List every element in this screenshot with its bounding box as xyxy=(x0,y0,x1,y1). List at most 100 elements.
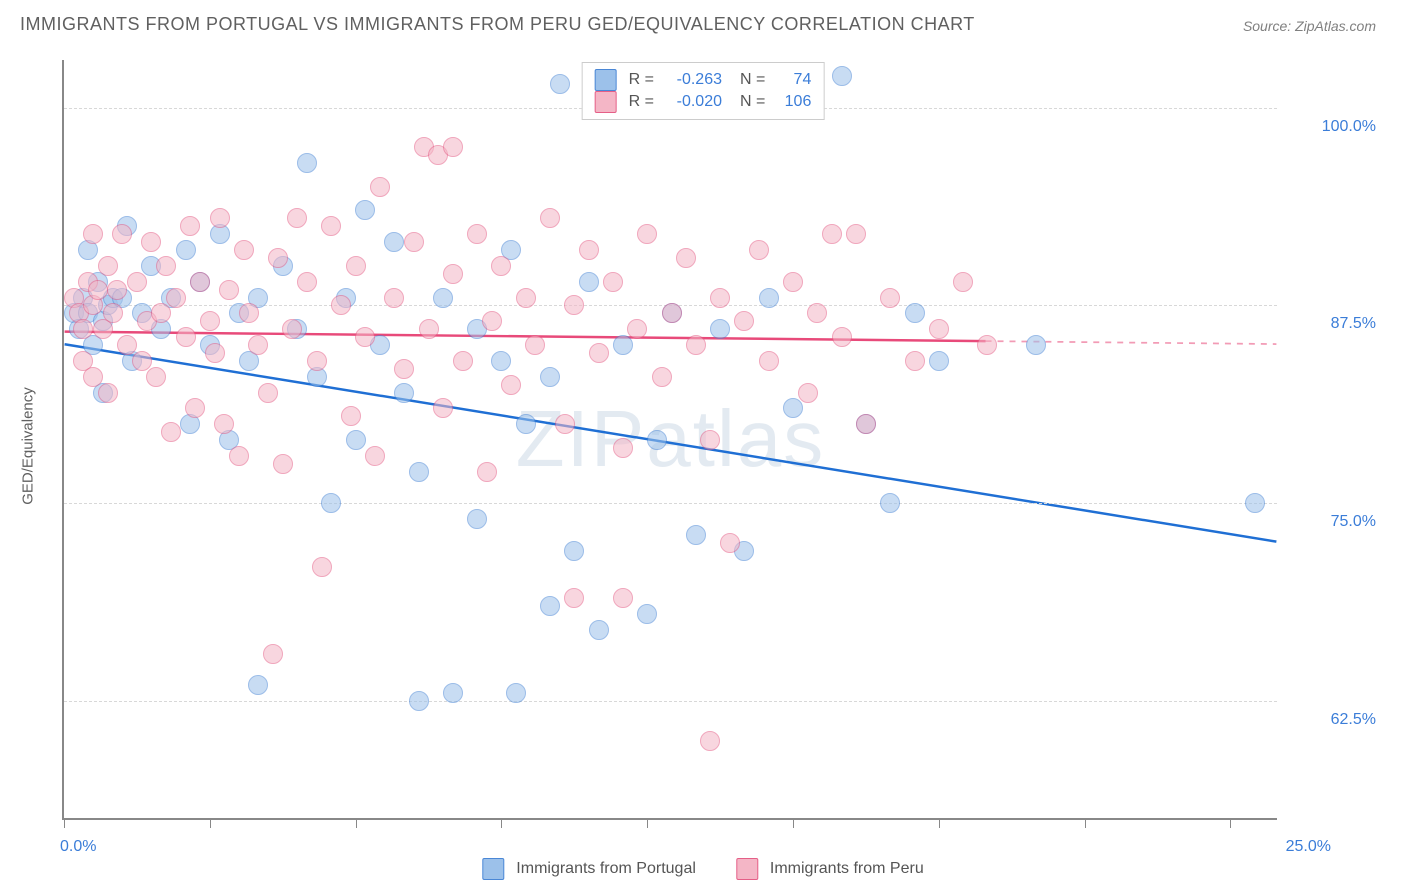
scatter-point-portugal xyxy=(409,462,429,482)
scatter-point-peru xyxy=(394,359,414,379)
scatter-point-peru xyxy=(146,367,166,387)
x-tick-label-left: 0.0% xyxy=(60,838,96,856)
scatter-point-peru xyxy=(239,303,259,323)
source-attribution: Source: ZipAtlas.com xyxy=(1243,18,1376,34)
scatter-point-peru xyxy=(734,311,754,331)
scatter-point-peru xyxy=(103,303,123,323)
scatter-point-peru xyxy=(953,272,973,292)
scatter-point-peru xyxy=(156,256,176,276)
scatter-point-portugal xyxy=(443,683,463,703)
scatter-point-portugal xyxy=(783,398,803,418)
scatter-point-peru xyxy=(219,280,239,300)
scatter-point-peru xyxy=(905,351,925,371)
scatter-point-peru xyxy=(214,414,234,434)
scatter-point-portugal xyxy=(433,288,453,308)
watermark-text: ZIPatlas xyxy=(516,393,825,485)
scatter-point-peru xyxy=(248,335,268,355)
scatter-point-portugal xyxy=(905,303,925,323)
scatter-point-peru xyxy=(482,311,502,331)
scatter-point-portugal xyxy=(355,200,375,220)
scatter-point-peru xyxy=(180,216,200,236)
scatter-point-peru xyxy=(637,224,657,244)
x-tick-mark xyxy=(501,818,502,828)
scatter-point-peru xyxy=(613,588,633,608)
scatter-point-portugal xyxy=(248,675,268,695)
legend-label-peru: Immigrants from Peru xyxy=(770,860,924,878)
scatter-point-peru xyxy=(98,256,118,276)
scatter-point-peru xyxy=(161,422,181,442)
scatter-point-peru xyxy=(419,319,439,339)
scatter-point-peru xyxy=(287,208,307,228)
scatter-point-portugal xyxy=(384,232,404,252)
chart-title: IMMIGRANTS FROM PORTUGAL VS IMMIGRANTS F… xyxy=(20,14,975,35)
scatter-point-peru xyxy=(613,438,633,458)
scatter-point-portugal xyxy=(409,691,429,711)
scatter-point-peru xyxy=(700,430,720,450)
x-tick-mark xyxy=(64,818,65,828)
scatter-point-peru xyxy=(268,248,288,268)
scatter-point-peru xyxy=(467,224,487,244)
y-tick-label: 100.0% xyxy=(1322,118,1376,136)
scatter-point-peru xyxy=(132,351,152,371)
scatter-point-peru xyxy=(234,240,254,260)
scatter-point-portugal xyxy=(394,383,414,403)
scatter-point-peru xyxy=(83,224,103,244)
scatter-point-peru xyxy=(686,335,706,355)
scatter-point-peru xyxy=(443,137,463,157)
scatter-point-peru xyxy=(662,303,682,323)
scatter-point-portugal xyxy=(710,319,730,339)
y-tick-label: 87.5% xyxy=(1331,315,1376,333)
n-label: N = xyxy=(740,71,765,89)
scatter-point-portugal xyxy=(176,240,196,260)
scatter-point-portugal xyxy=(1245,493,1265,513)
scatter-point-peru xyxy=(627,319,647,339)
scatter-point-peru xyxy=(929,319,949,339)
scatter-point-peru xyxy=(365,446,385,466)
scatter-point-peru xyxy=(117,335,137,355)
scatter-point-peru xyxy=(112,224,132,244)
scatter-point-peru xyxy=(846,224,866,244)
scatter-point-portugal xyxy=(506,683,526,703)
scatter-point-peru xyxy=(579,240,599,260)
legend-label-portugal: Immigrants from Portugal xyxy=(516,860,696,878)
scatter-point-peru xyxy=(176,327,196,347)
scatter-point-portugal xyxy=(647,430,667,450)
scatter-point-peru xyxy=(384,288,404,308)
scatter-point-portugal xyxy=(759,288,779,308)
scatter-point-peru xyxy=(307,351,327,371)
scatter-point-peru xyxy=(832,327,852,347)
x-tick-label-right: 25.0% xyxy=(1286,838,1331,856)
scatter-point-peru xyxy=(98,383,118,403)
scatter-point-peru xyxy=(273,454,293,474)
scatter-point-peru xyxy=(700,731,720,751)
scatter-point-peru xyxy=(749,240,769,260)
scatter-point-peru xyxy=(127,272,147,292)
series-legend: Immigrants from Portugal Immigrants from… xyxy=(482,858,923,880)
scatter-point-peru xyxy=(603,272,623,292)
scatter-point-peru xyxy=(564,588,584,608)
x-tick-mark xyxy=(1230,818,1231,828)
scatter-point-portugal xyxy=(540,367,560,387)
gridline xyxy=(64,701,1277,702)
scatter-point-peru xyxy=(258,383,278,403)
scatter-point-peru xyxy=(807,303,827,323)
x-tick-mark xyxy=(210,818,211,828)
scatter-point-portugal xyxy=(880,493,900,513)
scatter-point-portugal xyxy=(832,66,852,86)
legend-item-peru: Immigrants from Peru xyxy=(736,858,924,880)
trend-lines-layer xyxy=(64,60,1277,818)
scatter-point-peru xyxy=(185,398,205,418)
y-tick-label: 75.0% xyxy=(1331,513,1376,531)
legend-row-peru: R = -0.020 N = 106 xyxy=(595,91,812,113)
swatch-peru xyxy=(595,91,617,113)
scatter-point-portugal xyxy=(564,541,584,561)
x-tick-mark xyxy=(1085,818,1086,828)
scatter-point-peru xyxy=(370,177,390,197)
x-tick-mark xyxy=(356,818,357,828)
scatter-point-peru xyxy=(73,319,93,339)
scatter-point-portugal xyxy=(613,335,633,355)
scatter-point-peru xyxy=(880,288,900,308)
scatter-point-peru xyxy=(312,557,332,577)
scatter-point-portugal xyxy=(1026,335,1046,355)
scatter-point-peru xyxy=(297,272,317,292)
